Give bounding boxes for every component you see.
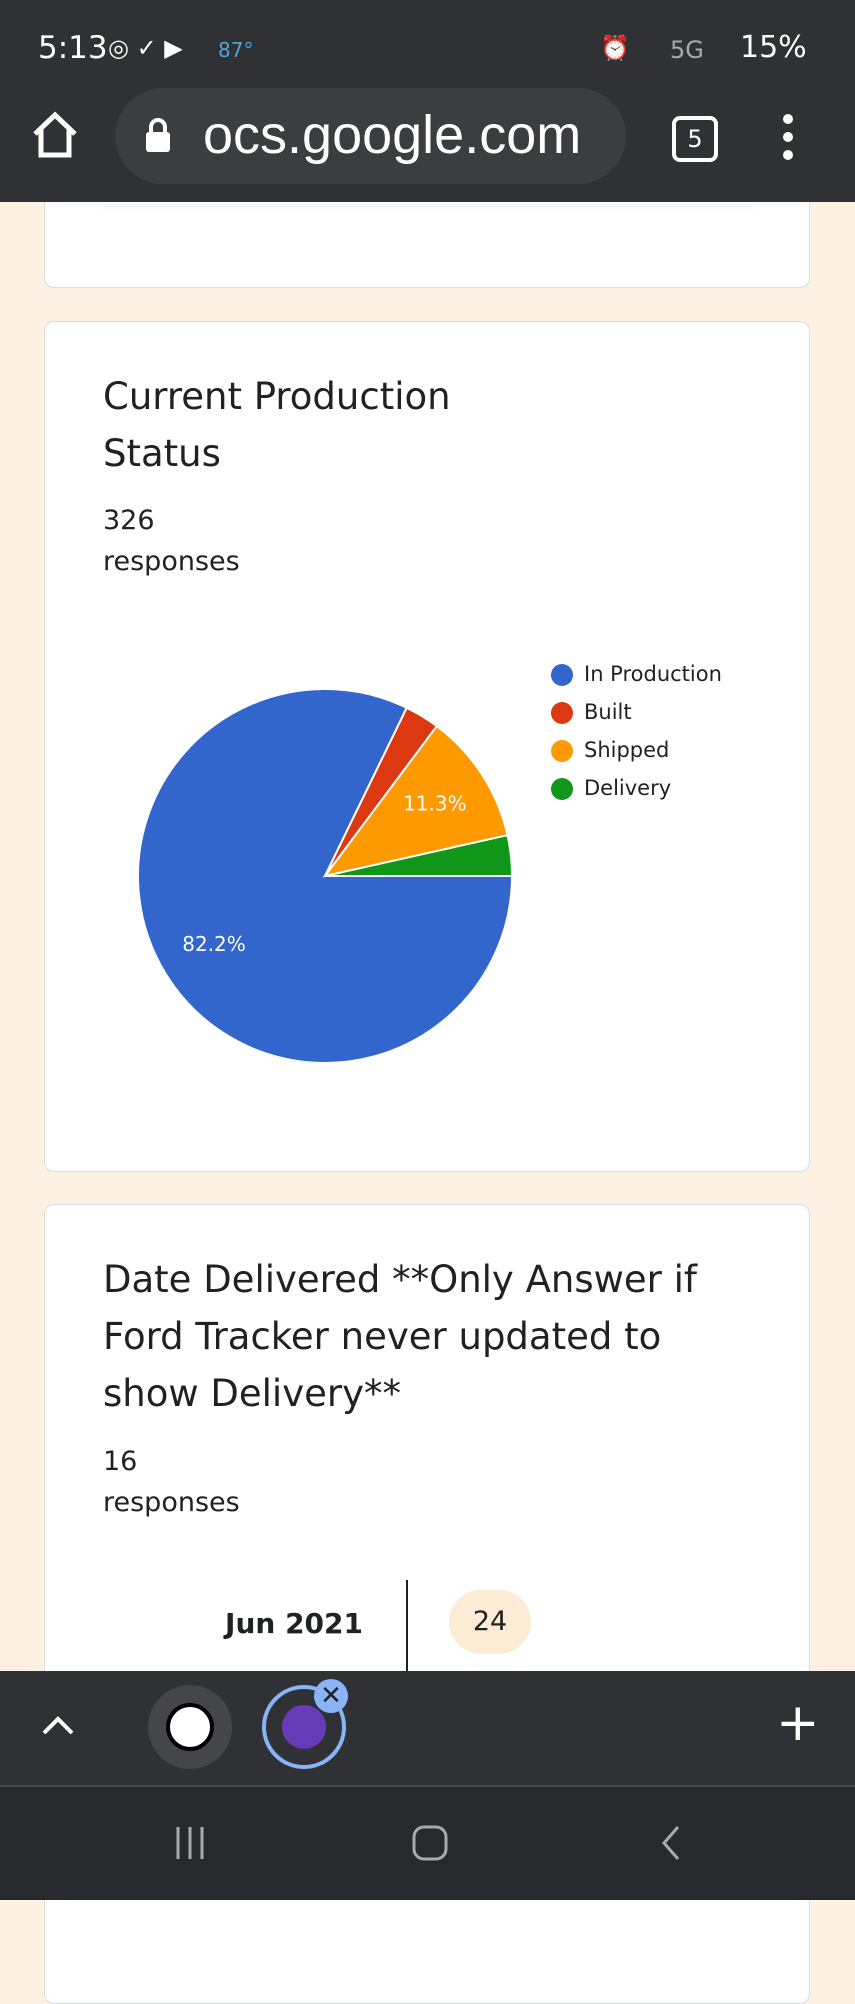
count-label: responses <box>103 546 240 577</box>
timeline <box>406 1580 408 1680</box>
tab-strip: ✕ + <box>0 1671 855 1787</box>
battery: 15% <box>740 30 807 65</box>
expand-button[interactable] <box>40 1713 76 1737</box>
card-title: Current Production Status <box>103 375 451 475</box>
site-icon <box>166 1703 214 1751</box>
new-tab[interactable]: + <box>776 1693 820 1753</box>
slice-label: 82.2% <box>182 932 246 956</box>
lock-icon <box>146 118 170 152</box>
forms-icon <box>282 1705 326 1749</box>
nav-bar <box>0 1787 855 1900</box>
slice-label: 11.3% <box>403 791 467 815</box>
top-bar: 5:13 ◎ ✓ ▶ 87° ⏰ 5G 15% ocs.google.com 5 <box>0 0 855 202</box>
active-tab-icon[interactable] <box>262 1685 346 1769</box>
recents-button[interactable] <box>170 1823 210 1863</box>
status-icons: ◎ ✓ ▶ <box>108 34 183 62</box>
menu-button[interactable] <box>776 112 800 162</box>
legend-label: Built <box>584 700 632 724</box>
count-bubble: 24 <box>449 1590 531 1654</box>
count: 326 <box>103 505 155 536</box>
count-label: responses <box>103 1487 240 1518</box>
legend-label: Shipped <box>584 738 669 762</box>
pie-slice <box>324 834 514 877</box>
legend-marker <box>551 778 573 800</box>
back-button[interactable] <box>656 1823 686 1863</box>
alarm-icon: ⏰ <box>600 34 630 62</box>
home-nav[interactable] <box>410 1823 450 1863</box>
close-tab[interactable]: ✕ <box>314 1679 348 1713</box>
card-title: Date Delivered **Only Answer if Ford Tra… <box>103 1258 697 1415</box>
pie-slice <box>322 724 509 878</box>
legend-marker <box>551 740 573 762</box>
month-label: Jun 2021 <box>225 1607 363 1640</box>
response-count: 326 responses <box>103 500 263 582</box>
legend-marker <box>551 702 573 724</box>
count: 16 <box>103 1446 138 1477</box>
legend-label: Delivery <box>584 776 671 800</box>
url-bar[interactable]: ocs.google.com <box>115 88 626 184</box>
temperature: 87° <box>218 38 254 62</box>
pie-chart: 82.2% 11.3% In Production Built Shipped Deliv… <box>137 662 722 1064</box>
tab-icon[interactable] <box>148 1685 232 1769</box>
legend-label: In Production <box>584 662 722 686</box>
tab-count[interactable]: 5 <box>672 116 718 162</box>
response-count: 16 responses <box>103 1441 263 1523</box>
url: ocs.google.com <box>203 105 582 165</box>
network: 5G <box>670 36 704 64</box>
home-button[interactable] <box>30 110 80 160</box>
time: 5:13 <box>38 30 108 66</box>
legend-marker <box>551 664 573 686</box>
